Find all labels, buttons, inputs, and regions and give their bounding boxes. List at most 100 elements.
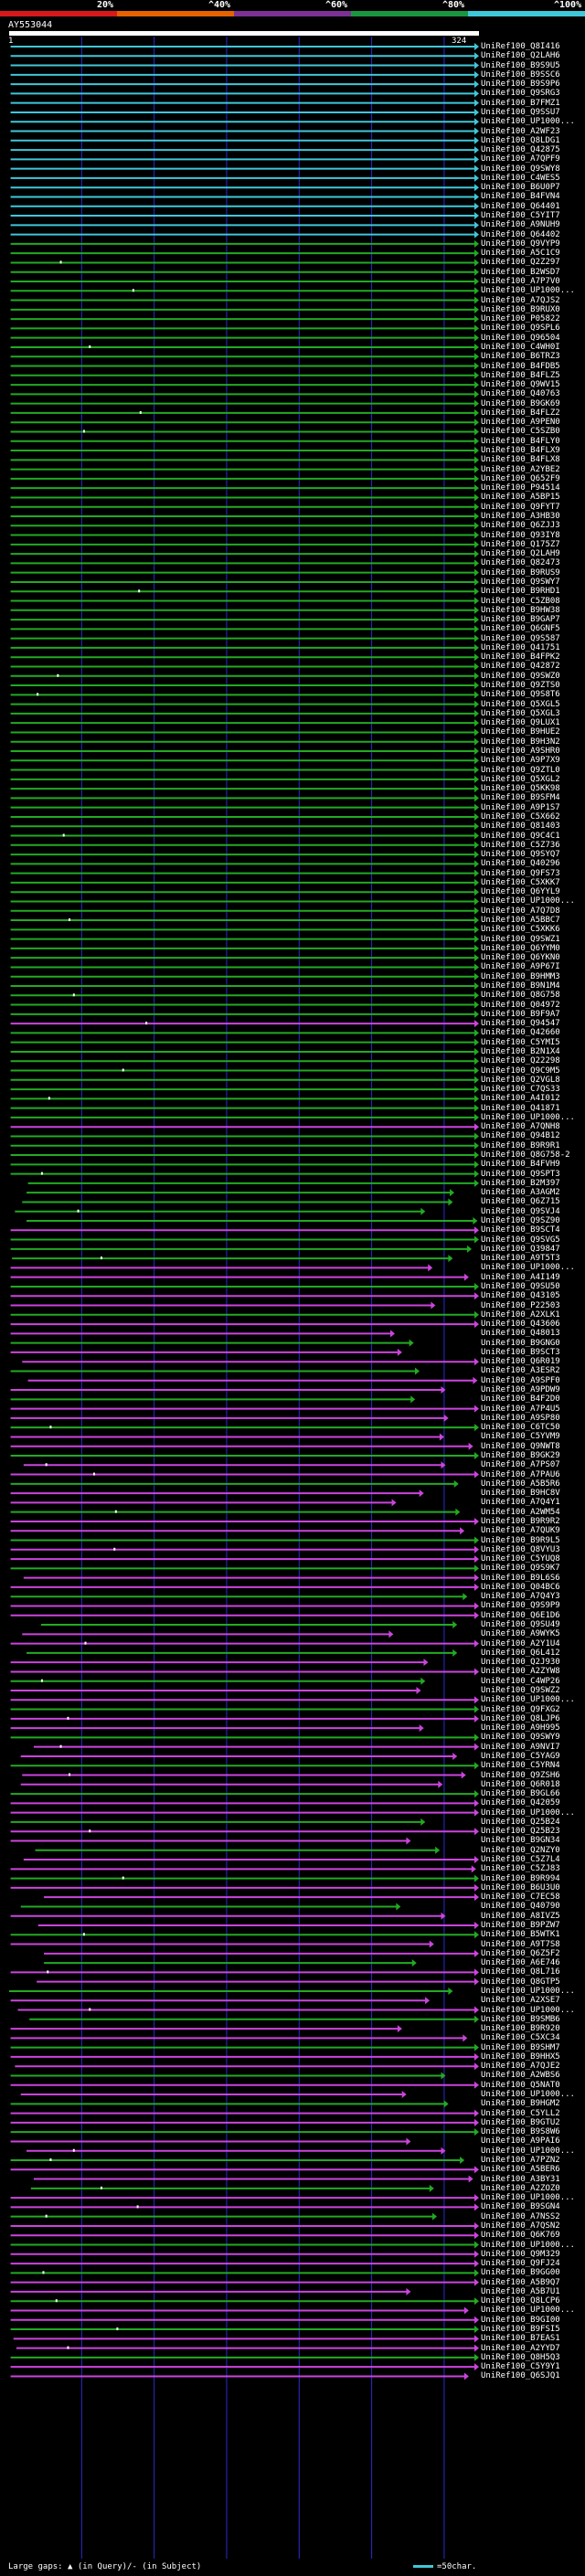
- hit-label[interactable]: UniRef100_Q6Z715: [481, 1197, 560, 1207]
- hit-label[interactable]: UniRef100_B9SCT4: [481, 1225, 560, 1235]
- hit-label[interactable]: UniRef100_A7QUK9: [481, 1526, 560, 1536]
- hit-label[interactable]: UniRef100_A7QNH8: [481, 1122, 560, 1132]
- hit-label[interactable]: UniRef100_C4WP26: [481, 1676, 560, 1686]
- hit-label[interactable]: UniRef100_Q64402: [481, 229, 560, 239]
- hit-label[interactable]: UniRef100_Q6R019: [481, 1357, 560, 1367]
- hit-label[interactable]: UniRef100_A9NUH9: [481, 220, 560, 230]
- hit-label[interactable]: UniRef100_Q9C4C1: [481, 831, 560, 841]
- hit-label[interactable]: UniRef100_B4FDB5: [481, 361, 560, 371]
- hit-label[interactable]: UniRef100_Q42875: [481, 145, 560, 155]
- hit-label[interactable]: UniRef100_C5YIT7: [481, 211, 560, 221]
- hit-label[interactable]: UniRef100_Q41751: [481, 642, 560, 652]
- hit-label[interactable]: UniRef100_C5XC34: [481, 2033, 560, 2043]
- hit-label[interactable]: UniRef100_B9GTU2: [481, 2117, 560, 2127]
- hit-label[interactable]: UniRef100_Q9FYT7: [481, 502, 560, 512]
- hit-label[interactable]: UniRef100_B9FSI5: [481, 2325, 560, 2335]
- hit-label[interactable]: UniRef100_Q9SZ90: [481, 1216, 560, 1225]
- hit-label[interactable]: UniRef100_C5Z736: [481, 840, 560, 850]
- hit-label[interactable]: UniRef100_A4I012: [481, 1094, 560, 1104]
- hit-label[interactable]: UniRef100_A9NVI7: [481, 1742, 560, 1752]
- hit-label[interactable]: UniRef100_Q9NWT8: [481, 1441, 560, 1451]
- hit-label[interactable]: UniRef100_A9H995: [481, 1723, 560, 1733]
- hit-label[interactable]: UniRef100_Q9S8T6: [481, 690, 560, 700]
- hit-label[interactable]: UniRef100_UP1000...: [481, 2005, 575, 2015]
- hit-label[interactable]: UniRef100_Q9LUX1: [481, 718, 560, 728]
- hit-label[interactable]: UniRef100_Q39847: [481, 1244, 560, 1254]
- hit-label[interactable]: UniRef100_B9GG00: [481, 2268, 560, 2278]
- hit-label[interactable]: UniRef100_P22503: [481, 1300, 560, 1310]
- hit-label[interactable]: UniRef100_B9HUE2: [481, 727, 560, 737]
- hit-label[interactable]: UniRef100_C6TC50: [481, 1423, 560, 1433]
- hit-label[interactable]: UniRef100_A7QJE2: [481, 2062, 560, 2072]
- hit-label[interactable]: UniRef100_Q9ZTL0: [481, 765, 560, 775]
- hit-label[interactable]: UniRef100_Q9SWY8: [481, 164, 560, 174]
- hit-label[interactable]: UniRef100_A9T5T3: [481, 1254, 560, 1264]
- hit-label[interactable]: UniRef100_B9SCT3: [481, 1347, 560, 1357]
- hit-label[interactable]: UniRef100_Q8GTP5: [481, 1977, 560, 1987]
- hit-label[interactable]: UniRef100_B9GAP7: [481, 615, 560, 625]
- hit-label[interactable]: UniRef100_B9GNG0: [481, 1338, 560, 1348]
- hit-label[interactable]: UniRef100_B9GK29: [481, 1451, 560, 1460]
- hit-label[interactable]: UniRef100_Q2NZY0: [481, 1845, 560, 1855]
- hit-label[interactable]: UniRef100_B9R920: [481, 2024, 560, 2034]
- hit-label[interactable]: UniRef100_C5YAG9: [481, 1751, 560, 1761]
- hit-label[interactable]: UniRef100_Q42660: [481, 1028, 560, 1038]
- hit-label[interactable]: UniRef100_A3HB30: [481, 512, 560, 521]
- hit-label[interactable]: UniRef100_Q9SWZ0: [481, 671, 560, 681]
- hit-label[interactable]: UniRef100_A5C1C9: [481, 249, 560, 259]
- hit-label[interactable]: UniRef100_A7P4U5: [481, 1404, 560, 1414]
- hit-label[interactable]: UniRef100_C5SZB0: [481, 427, 560, 437]
- hit-label[interactable]: UniRef100_A9P67I: [481, 962, 560, 972]
- hit-label[interactable]: UniRef100_Q5XGL5: [481, 699, 560, 709]
- hit-label[interactable]: UniRef100_C5YVM9: [481, 1432, 560, 1442]
- hit-label[interactable]: UniRef100_B9R9L5: [481, 1535, 560, 1545]
- hit-label[interactable]: UniRef100_C5Y9Y1: [481, 2362, 560, 2372]
- hit-label[interactable]: UniRef100_B9SHM7: [481, 2042, 560, 2052]
- hit-label[interactable]: UniRef100_A5B9Q7: [481, 2277, 560, 2287]
- hit-label[interactable]: UniRef100_Q40763: [481, 389, 560, 399]
- hit-label[interactable]: UniRef100_B2N1X4: [481, 1046, 560, 1056]
- hit-label[interactable]: UniRef100_Q6K769: [481, 2231, 560, 2241]
- hit-label[interactable]: UniRef100_Q96504: [481, 333, 560, 343]
- hit-label[interactable]: UniRef100_C5YMI5: [481, 1037, 560, 1047]
- hit-label[interactable]: UniRef100_B9SGN4: [481, 2202, 560, 2212]
- hit-label[interactable]: UniRef100_A9T7S8: [481, 1939, 560, 1949]
- hit-label[interactable]: UniRef100_Q42872: [481, 662, 560, 672]
- hit-label[interactable]: UniRef100_B9HMM3: [481, 971, 560, 981]
- hit-label[interactable]: UniRef100_Q2Z297: [481, 258, 560, 268]
- hit-label[interactable]: UniRef100_C5YLL2: [481, 2108, 560, 2118]
- hit-label[interactable]: UniRef100_UP1000...: [481, 1986, 575, 1996]
- hit-label[interactable]: UniRef100_B9HW38: [481, 605, 560, 615]
- hit-label[interactable]: UniRef100_Q22298: [481, 1056, 560, 1066]
- hit-label[interactable]: UniRef100_A5B5R6: [481, 1479, 560, 1489]
- hit-label[interactable]: UniRef100_Q8LDG1: [481, 135, 560, 145]
- hit-label[interactable]: UniRef100_Q2LAH6: [481, 51, 560, 61]
- hit-label[interactable]: UniRef100_C4WH0I: [481, 342, 560, 352]
- hit-label[interactable]: UniRef100_A7P7V0: [481, 277, 560, 286]
- hit-label[interactable]: UniRef100_A7Q4Y1: [481, 1498, 560, 1508]
- hit-label[interactable]: UniRef100_B4FLY0: [481, 436, 560, 446]
- hit-label[interactable]: UniRef100_Q94B12: [481, 1131, 560, 1141]
- hit-label[interactable]: UniRef100_B9R994: [481, 1873, 560, 1883]
- hit-label[interactable]: UniRef100_Q8L716: [481, 1967, 560, 1977]
- hit-label[interactable]: UniRef100_A9PEN0: [481, 418, 560, 428]
- hit-label[interactable]: UniRef100_B9HHX5: [481, 2051, 560, 2062]
- hit-label[interactable]: UniRef100_Q9S9P9: [481, 1601, 560, 1611]
- hit-label[interactable]: UniRef100_A2ZOZ0: [481, 2183, 560, 2193]
- hit-label[interactable]: UniRef100_B9PZW7: [481, 1921, 560, 1930]
- hit-label[interactable]: UniRef100_C5ZB08: [481, 596, 560, 606]
- hit-label[interactable]: UniRef100_Q9SYQ7: [481, 850, 560, 860]
- hit-label[interactable]: UniRef100_A5BER6: [481, 2165, 560, 2175]
- hit-label[interactable]: UniRef100_A2WF23: [481, 126, 560, 136]
- hit-label[interactable]: UniRef100_UP1000...: [481, 2146, 575, 2156]
- hit-label[interactable]: UniRef100_A6E746: [481, 1958, 560, 1968]
- hit-label[interactable]: UniRef100_B9HGM2: [481, 2099, 560, 2109]
- hit-label[interactable]: UniRef100_Q2J930: [481, 1658, 560, 1668]
- hit-label[interactable]: UniRef100_A2YBE2: [481, 464, 560, 474]
- hit-label[interactable]: UniRef100_Q2LAH9: [481, 549, 560, 559]
- hit-label[interactable]: UniRef100_Q9SPT3: [481, 1169, 560, 1179]
- hit-label[interactable]: UniRef100_A3BY31: [481, 2174, 560, 2184]
- hit-label[interactable]: UniRef100_Q9FXG2: [481, 1704, 560, 1714]
- hit-label[interactable]: UniRef100_B2M397: [481, 1178, 560, 1188]
- hit-label[interactable]: UniRef100_UP1000...: [481, 1807, 575, 1818]
